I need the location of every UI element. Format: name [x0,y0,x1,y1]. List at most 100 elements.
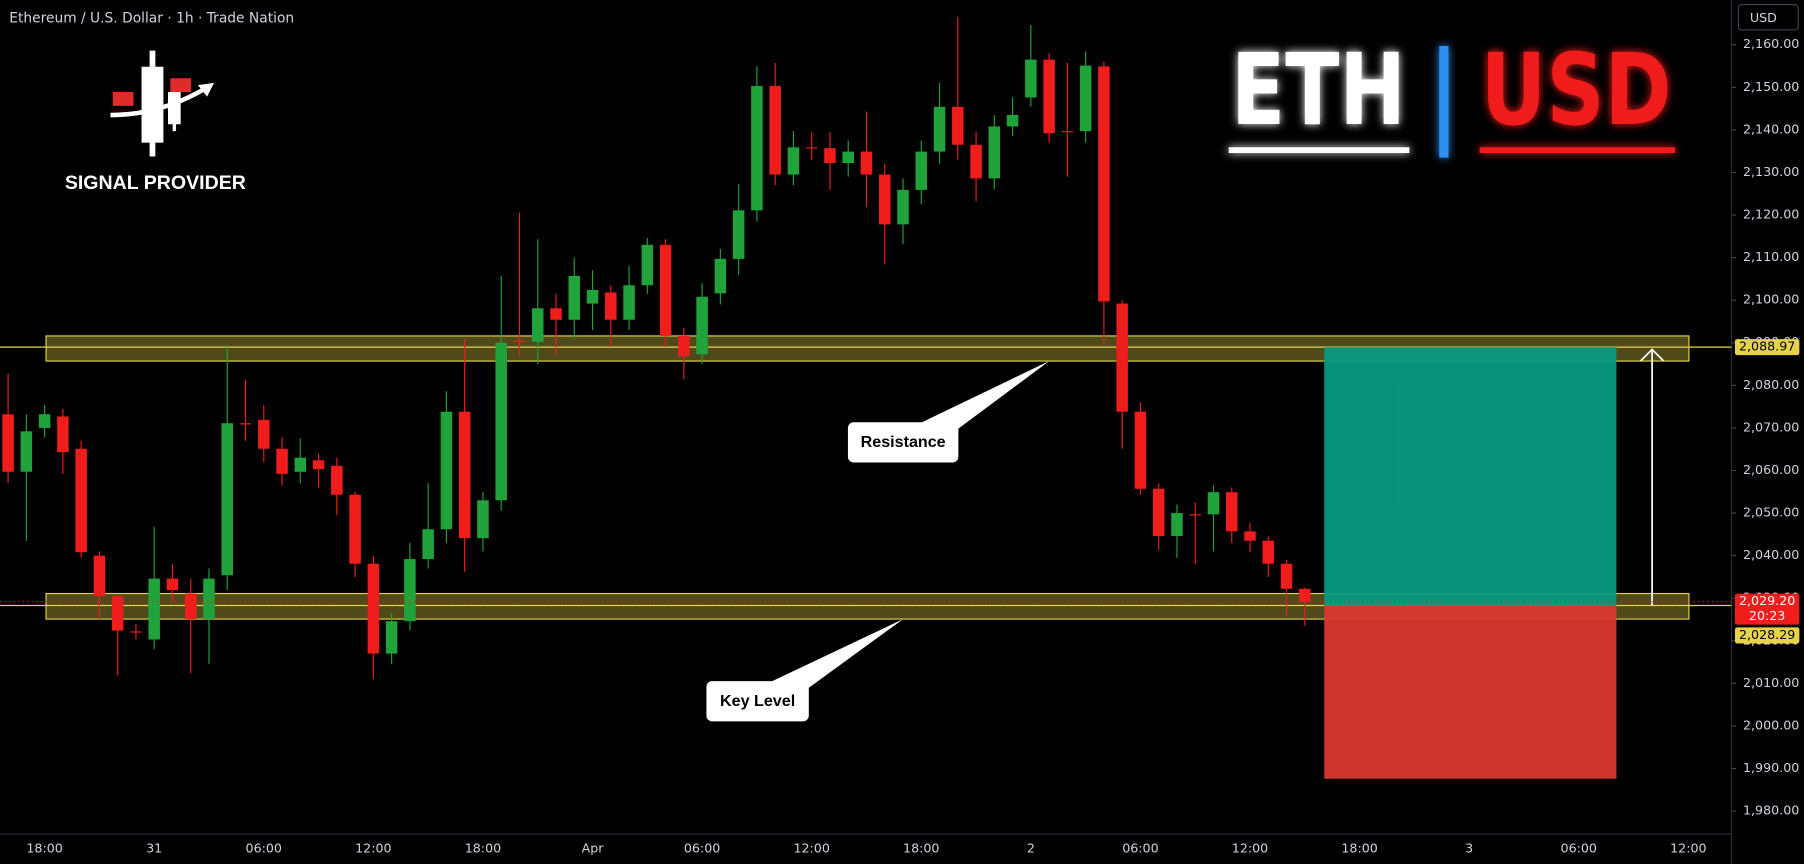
candle-body [787,147,800,175]
candle-body [696,296,708,355]
candle-body [824,148,836,164]
candle-body [367,563,380,654]
headline-base: ETH [1231,33,1406,148]
candle-body [933,106,946,152]
candle-body [732,210,745,259]
candle-body [605,292,617,320]
countdown: 20:23 [1749,608,1785,623]
y-tick-label: 2,130.00 [1743,164,1799,179]
currency: USD [1750,10,1777,25]
candle-body [1262,540,1275,564]
candle-body [20,431,33,472]
headline-quote: USD [1481,33,1672,148]
candle-body [93,555,106,597]
candle-body [276,448,288,474]
headline-underline [1228,147,1410,154]
y-tick-label: 2,000.00 [1743,717,1799,732]
candle-body [422,529,434,560]
candle-body [769,86,781,175]
candle-body [988,126,1001,179]
logo-icon [110,50,215,157]
y-tick-label: 1,980.00 [1743,803,1799,818]
candle-body [38,414,51,428]
candle-body [842,151,854,164]
loss-zone [1324,605,1617,779]
candle-body [1061,131,1074,133]
plot-area [0,17,1732,779]
y-tick-label: 2,010.00 [1743,675,1799,690]
candle-body [623,285,635,320]
candle-body [111,596,124,631]
candle-body [714,258,727,294]
x-tick-label: 18:00 [465,841,501,856]
y-tick-label: 2,040.00 [1743,547,1799,562]
callout-tail [912,361,1050,441]
candle-body [1134,411,1147,489]
candle-body [915,151,928,190]
callout: Resistance [847,361,1050,463]
candle-body [1098,66,1110,302]
headline: ETH USD [1228,33,1676,158]
profit-zone [1324,347,1617,606]
candle-body [1025,59,1037,98]
candle-body [952,106,964,145]
x-tick-label: 12:00 [1670,841,1706,856]
x-tick-label: 18:00 [903,841,939,856]
y-tick-label: 2,120.00 [1743,207,1799,222]
candle-body [751,86,763,211]
x-tick-label: 12:00 [1232,841,1268,856]
y-tick-label: 1,990.00 [1743,760,1799,775]
candle-body [239,423,252,425]
candle-body [184,593,197,620]
y-tick-label: 2,050.00 [1743,505,1799,520]
candle-body [385,621,398,654]
candle-body [641,244,654,286]
y-tick-label: 2,110.00 [1743,249,1799,264]
logo-candle [141,66,164,143]
candle-body [495,342,507,501]
candle-body [75,448,87,553]
candle-body [477,500,489,539]
candle-body [897,189,909,225]
candle-body [1043,59,1055,134]
resistance-tag-bg [1734,339,1800,356]
candle-body [1226,492,1238,532]
last-price-tag: 2,029.20 [1739,593,1795,608]
candle-body [404,559,416,622]
y-tick-label: 2,070.00 [1743,419,1799,434]
candle-body [2,414,14,472]
x-tick-label: 06:00 [684,841,720,856]
last-price-tag-bg [1734,593,1800,625]
x-tick-label: 06:00 [1122,841,1158,856]
y-tick-label: 2,060.00 [1743,462,1799,477]
candle-body [349,494,361,564]
callout-label: Resistance [861,433,946,451]
candle-body [1207,492,1220,515]
candle-body [57,416,69,453]
candle-body [221,423,234,576]
arrowhead [1639,348,1665,362]
candle-body [550,308,562,320]
candle-body [586,289,599,304]
chart-title: Ethereum / U.S. Dollar · 1h · Trade Nati… [9,10,294,26]
callout-label: Key Level [720,692,795,710]
candle-body [1006,114,1019,127]
logo-arrowhead [197,82,215,97]
currency-box[interactable] [1737,4,1799,31]
candle-body [1244,531,1256,541]
candle-body [258,419,270,449]
candle-body [513,340,526,342]
x-tick-label: 18:00 [1341,841,1377,856]
candle-body [1299,588,1311,602]
candle-body [531,308,544,342]
candle-body [130,631,142,633]
candle-body [970,144,982,179]
candle-body [568,275,581,320]
brand: SIGNAL PROVIDER [65,172,246,194]
callout-box [706,681,809,722]
logo-red [170,78,192,93]
logo-red [112,92,134,106]
candle-body [166,578,179,591]
candle-body [1152,488,1165,537]
